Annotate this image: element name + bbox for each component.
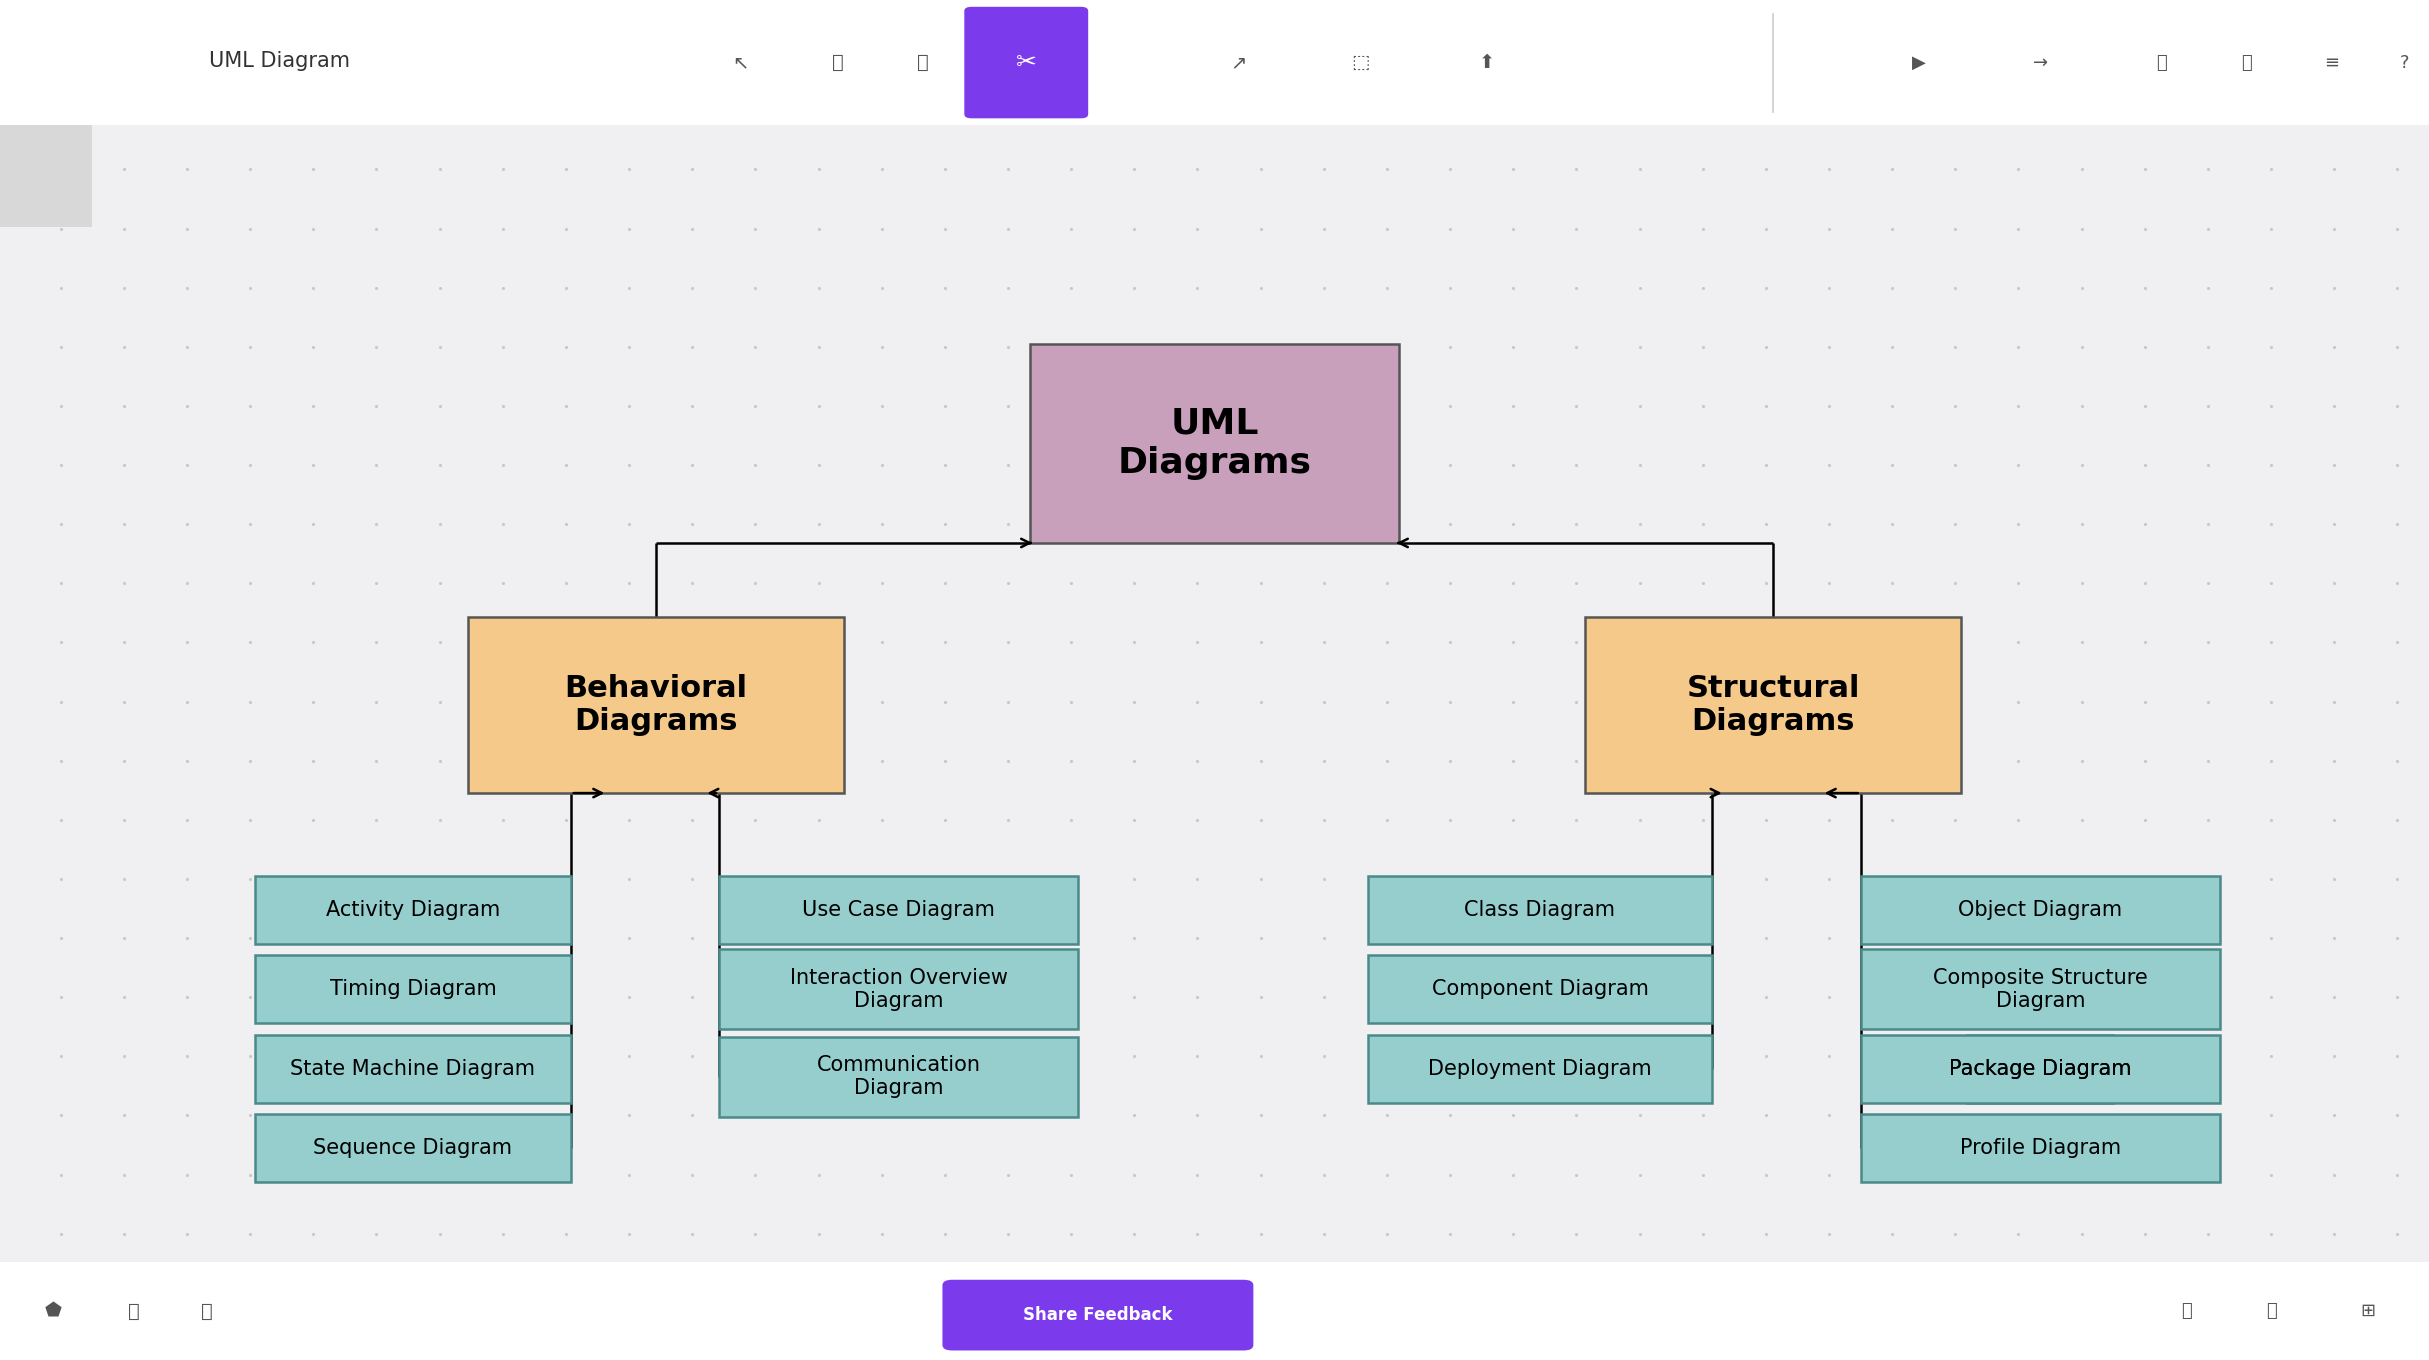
FancyBboxPatch shape <box>1368 876 1712 944</box>
FancyBboxPatch shape <box>1584 617 1963 793</box>
FancyBboxPatch shape <box>255 1114 571 1182</box>
FancyBboxPatch shape <box>719 949 1078 1030</box>
Text: UML
Diagrams: UML Diagrams <box>1117 407 1312 480</box>
Text: Class Diagram: Class Diagram <box>1465 899 1615 919</box>
Text: ⬚: ⬚ <box>1351 53 1370 72</box>
Text: 🔍: 🔍 <box>2266 1302 2276 1321</box>
Text: ✂: ✂ <box>1015 50 1037 75</box>
FancyBboxPatch shape <box>1861 949 2220 1030</box>
Text: 🗋: 🗋 <box>918 53 928 72</box>
Text: Composite Structure
Diagram: Composite Structure Diagram <box>1933 967 2147 1010</box>
FancyBboxPatch shape <box>719 876 1078 944</box>
Text: Interaction Overview
Diagram: Interaction Overview Diagram <box>789 967 1008 1010</box>
Text: 🔖: 🔖 <box>202 1302 211 1321</box>
Text: ⊞: ⊞ <box>2361 1302 2376 1321</box>
Text: ↖: ↖ <box>734 53 748 72</box>
Text: ▶: ▶ <box>1912 53 1926 72</box>
Bar <box>0 125 92 227</box>
FancyBboxPatch shape <box>255 876 571 944</box>
Text: ⬟: ⬟ <box>46 1302 61 1321</box>
Text: Sequence Diagram: Sequence Diagram <box>313 1138 513 1159</box>
Bar <box>0 0 2429 125</box>
Text: Use Case Diagram: Use Case Diagram <box>802 899 996 919</box>
Text: Profile Diagram: Profile Diagram <box>1960 1138 2121 1159</box>
FancyBboxPatch shape <box>1368 1035 1712 1103</box>
FancyBboxPatch shape <box>255 955 571 1023</box>
Text: State Machine Diagram: State Machine Diagram <box>291 1059 534 1078</box>
FancyBboxPatch shape <box>1861 1114 2220 1182</box>
Text: Timing Diagram: Timing Diagram <box>330 979 496 1000</box>
FancyBboxPatch shape <box>964 7 1088 118</box>
FancyBboxPatch shape <box>719 1036 1078 1117</box>
Text: Share Feedback: Share Feedback <box>1023 1306 1173 1325</box>
Text: ?: ? <box>2400 53 2410 72</box>
Text: Deployment Diagram: Deployment Diagram <box>1428 1059 1652 1078</box>
FancyBboxPatch shape <box>942 1280 1253 1350</box>
Text: UML Diagram: UML Diagram <box>209 52 350 71</box>
Text: Package Diagram: Package Diagram <box>1948 1059 2133 1078</box>
Bar <box>0 125 2429 1262</box>
Text: Object Diagram: Object Diagram <box>1958 899 2123 919</box>
Text: Structural
Diagrams: Structural Diagrams <box>1686 673 1861 736</box>
Text: 👥: 👥 <box>2157 53 2167 72</box>
Text: 📄: 📄 <box>129 1302 138 1321</box>
Text: Activity Diagram: Activity Diagram <box>325 899 500 919</box>
Text: →: → <box>2033 53 2048 72</box>
Text: ⬆: ⬆ <box>1479 53 1494 72</box>
FancyBboxPatch shape <box>1967 1035 2113 1103</box>
Text: ✋: ✋ <box>833 53 843 72</box>
Text: 🔍: 🔍 <box>2181 1302 2191 1321</box>
Text: Communication
Diagram: Communication Diagram <box>816 1055 981 1099</box>
FancyBboxPatch shape <box>255 1035 571 1103</box>
Text: 💬: 💬 <box>2242 53 2252 72</box>
FancyBboxPatch shape <box>1368 955 1712 1023</box>
Text: Behavioral
Diagrams: Behavioral Diagrams <box>564 673 748 736</box>
Text: ↗: ↗ <box>1232 53 1246 72</box>
FancyBboxPatch shape <box>1861 1035 2220 1103</box>
Bar <box>0 1262 2429 1360</box>
FancyBboxPatch shape <box>1861 876 2220 944</box>
FancyBboxPatch shape <box>466 617 845 793</box>
Text: Component Diagram: Component Diagram <box>1431 979 1649 1000</box>
Text: ≡: ≡ <box>2325 53 2339 72</box>
FancyBboxPatch shape <box>1030 344 1399 543</box>
Text: Package Diagram: Package Diagram <box>1948 1059 2133 1078</box>
